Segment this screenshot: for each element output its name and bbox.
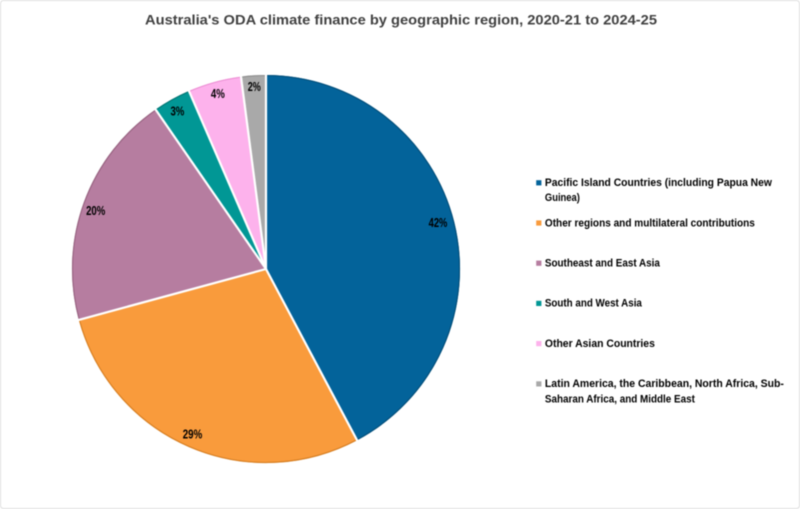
- svg-text:Southeast and East Asia: Southeast and East Asia: [545, 258, 661, 270]
- svg-text:42%: 42%: [429, 215, 448, 230]
- svg-text:2%: 2%: [248, 79, 261, 94]
- svg-text:Australia's ODA climate financ: Australia's ODA climate finance by geogr…: [145, 11, 657, 27]
- svg-text:South and West Asia: South and West Asia: [545, 298, 643, 310]
- svg-text:Other regions and multilateral: Other regions and multilateral contribut…: [545, 217, 755, 229]
- svg-text:29%: 29%: [183, 427, 203, 442]
- svg-text:3%: 3%: [170, 103, 184, 118]
- svg-text:Latin America, the Caribbean,: Latin America, the Caribbean, North Afri…: [545, 378, 784, 390]
- svg-text:Guinea): Guinea): [545, 192, 580, 204]
- svg-text:Saharan Africa, and Middle Eas: Saharan Africa, and Middle East: [545, 393, 695, 405]
- svg-text:Pacific Island Countries (incl: Pacific Island Countries (including Papu…: [545, 177, 772, 189]
- svg-text:20%: 20%: [86, 203, 106, 218]
- svg-text:4%: 4%: [211, 86, 225, 101]
- svg-text:Other Asian Countries: Other Asian Countries: [545, 338, 655, 350]
